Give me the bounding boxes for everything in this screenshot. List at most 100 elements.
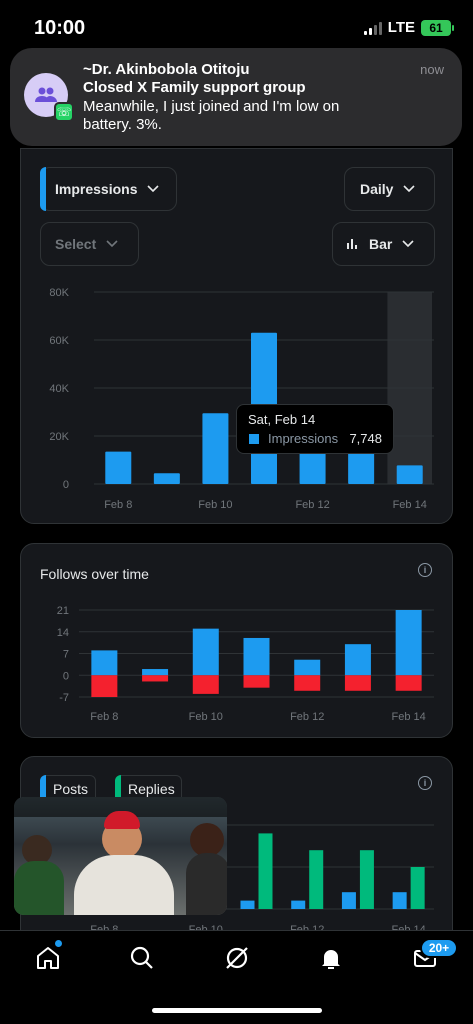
bar-positive [395, 610, 422, 676]
y-tick-label: 60K [49, 335, 69, 347]
chart-type-label: Bar [369, 236, 393, 252]
video-figure [104, 811, 140, 829]
y-tick-label: 20K [49, 431, 69, 443]
group-icon [35, 87, 57, 102]
bar-posts [291, 900, 306, 909]
info-icon[interactable]: i [418, 563, 432, 577]
tooltip-date: Sat, Feb 14 [248, 412, 316, 427]
signal-icon [363, 21, 382, 35]
network-label: LTE [387, 19, 415, 36]
notification-banner[interactable]: ☏ ~Dr. Akinbobola Otitoju Closed X Famil… [10, 48, 462, 146]
video-figure [74, 855, 174, 915]
x-tick-label: Feb 10 [198, 499, 232, 511]
bar-positive [192, 628, 219, 676]
battery-level: 61 [429, 20, 443, 35]
bar-positive [344, 644, 371, 676]
chart-tooltip: Sat, Feb 14 Impressions 7,748 [236, 404, 394, 454]
tab-home[interactable] [33, 943, 63, 973]
bar [153, 473, 180, 484]
bar-posts [392, 892, 407, 909]
bar-replies [258, 833, 273, 909]
notification-body: Meanwhile, I just joined and I'm low on … [83, 98, 340, 133]
status-indicators: LTE 61 [363, 19, 454, 36]
follows-chart[interactable]: -7 0 7 14 21 Feb 8 Feb 10 Feb 12 Feb 14 [21, 544, 454, 739]
y-tick-label: 0 [63, 479, 69, 491]
chart-type-dropdown[interactable]: Bar [332, 222, 435, 266]
bar-negative [294, 675, 321, 691]
home-icon [37, 947, 59, 969]
search-icon [130, 946, 153, 969]
x-tick-label: Feb 12 [290, 711, 324, 723]
x-tick-label: Feb 10 [189, 711, 223, 723]
follows-card: Follows over time i -7 0 7 14 21 Feb 8 Feb 10 F… [20, 543, 453, 738]
chevron-down-icon [403, 185, 416, 193]
bar-posts [341, 892, 356, 909]
impressions-chart[interactable]: 0 20K 40K 60K 80K Feb 8 Feb 10 Feb 12 Feb 14 [21, 149, 454, 525]
notification-title: ~Dr. Akinbobola Otitoju [83, 61, 250, 78]
bar-chart-icon [347, 239, 357, 249]
status-time: 10:00 [34, 17, 86, 39]
compare-label: Select [55, 236, 97, 252]
tab-search[interactable] [127, 943, 157, 973]
bar-negative [142, 675, 169, 682]
metric-dropdown[interactable]: Impressions [40, 167, 177, 211]
tooltip-swatch [249, 434, 259, 444]
legend-replies-label: Replies [128, 781, 175, 797]
interval-dropdown[interactable]: Daily [344, 167, 435, 211]
pip-video[interactable] [14, 797, 227, 915]
bar-positive [91, 650, 118, 676]
video-figure [190, 823, 224, 857]
messages-badge: 20+ [420, 938, 458, 958]
interval-label: Daily [360, 181, 394, 197]
home-unread-dot [55, 940, 62, 947]
battery-icon: 61 [421, 19, 454, 36]
legend-posts-label: Posts [53, 781, 89, 797]
bar-negative [243, 675, 270, 688]
bar-negative [395, 675, 422, 691]
y-tick-label: 80K [49, 287, 69, 299]
x-tick-label: Feb 8 [104, 499, 132, 511]
tab-grok[interactable] [222, 943, 252, 973]
y-tick-label: 21 [57, 605, 69, 617]
bar-posts [240, 900, 255, 909]
impressions-card: Impressions Daily Select Bar 0 20K 40K 60K 8… [20, 148, 453, 524]
y-tick-label: 7 [63, 649, 69, 661]
video-figure [186, 853, 227, 915]
bar-replies [309, 850, 324, 909]
whatsapp-icon: ☏ [54, 102, 74, 122]
follows-title: Follows over time [40, 566, 149, 582]
home-indicator [152, 1008, 322, 1013]
bar-replies [359, 850, 374, 909]
compare-dropdown[interactable]: Select [40, 222, 139, 266]
notification-subtitle: Closed X Family support group [83, 79, 306, 96]
tab-notifications[interactable] [316, 943, 346, 973]
bar [202, 413, 229, 484]
x-tick-label: Feb 8 [90, 711, 118, 723]
x-tick-label: Feb 12 [295, 499, 329, 511]
y-tick-label: -7 [59, 692, 69, 704]
status-bar: 10:00 LTE 61 [0, 0, 473, 52]
chevron-down-icon [402, 240, 414, 248]
bar-negative [91, 675, 118, 697]
video-figure [14, 861, 64, 915]
bar-negative [192, 675, 219, 694]
bar [396, 465, 423, 484]
posts-swatch [40, 775, 46, 803]
info-icon[interactable]: i [418, 776, 432, 790]
video-figure [22, 835, 52, 865]
replies-swatch [115, 775, 121, 803]
chevron-down-icon [106, 240, 118, 248]
y-tick-label: 0 [63, 670, 69, 682]
x-tick-label: Feb 14 [393, 499, 427, 511]
grok-icon [226, 947, 248, 969]
tooltip-value: 7,748 [349, 431, 382, 446]
bar-positive [243, 637, 270, 676]
bar-positive [142, 669, 169, 676]
tooltip-label: Impressions [268, 431, 339, 446]
bar-negative [344, 675, 371, 691]
bar [105, 451, 132, 484]
y-tick-label: 40K [49, 383, 69, 395]
y-tick-label: 14 [57, 627, 69, 639]
bell-icon [322, 950, 340, 969]
metric-label: Impressions [55, 181, 138, 197]
